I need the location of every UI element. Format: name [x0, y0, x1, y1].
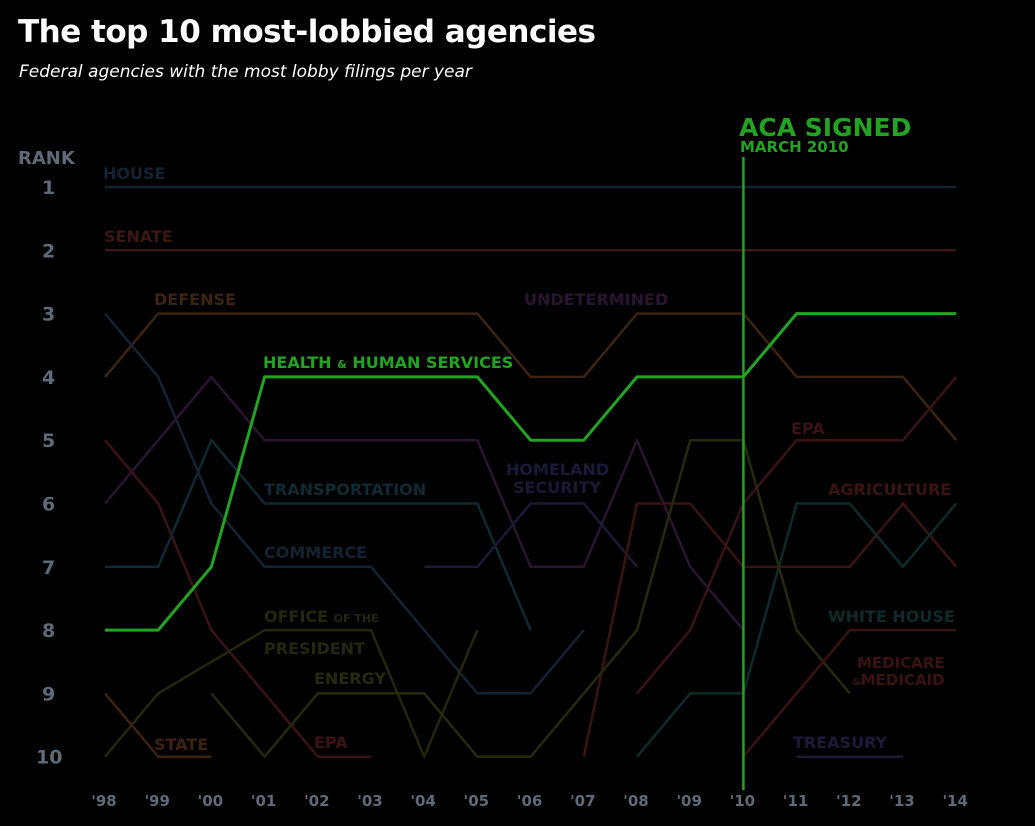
x-tick-label: '98 — [91, 792, 116, 810]
label-medicare-medicaid: MEDICAID — [861, 671, 945, 689]
label-commerce: COMMERCE — [264, 543, 367, 562]
chart-title: The top 10 most-lobbied agencies — [18, 14, 596, 50]
x-tick-label: '02 — [304, 792, 329, 810]
x-tick-label: '04 — [410, 792, 435, 810]
series-line-state — [104, 692, 212, 758]
label-office-small: OF THE — [334, 612, 379, 625]
y-tick-label: 9 — [42, 683, 55, 705]
aca-annotation-subtitle: MARCH 2010 — [740, 138, 849, 156]
y-tick-label: 10 — [36, 747, 62, 769]
y-tick-label: 3 — [42, 304, 55, 326]
label-epa-right: EPA — [791, 419, 825, 438]
y-tick-label: 4 — [42, 367, 55, 389]
aca-annotation-title: ACA SIGNED — [739, 113, 911, 142]
label-homeland-1: HOMELAND — [506, 460, 609, 479]
label-hhs-health: HEALTH — [263, 353, 332, 372]
y-tick-label: 1 — [42, 177, 55, 199]
x-tick-label: '08 — [623, 792, 648, 810]
x-tick-label: '05 — [464, 792, 489, 810]
series-line-homeland-security — [424, 502, 638, 569]
series-line-commerce — [104, 312, 585, 695]
x-tick-label: '09 — [676, 792, 701, 810]
series-line-office-of-the-president — [104, 628, 479, 758]
label-office-main: OFFICE — [264, 607, 328, 626]
y-tick-label: 5 — [42, 430, 55, 452]
label-white-house: WHITE HOUSE — [828, 607, 955, 626]
x-tick-label: '99 — [144, 792, 169, 810]
label-medicare-1: MEDICARE — [857, 654, 945, 672]
x-tick-label: '00 — [198, 792, 223, 810]
label-defense: DEFENSE — [154, 290, 236, 309]
label-epa-left: EPA — [314, 733, 348, 752]
label-medicare-2: &MEDICAID — [852, 671, 945, 689]
label-agriculture: AGRICULTURE — [828, 480, 951, 499]
label-undetermined: UNDETERMINED — [524, 290, 668, 309]
label-energy: ENERGY — [314, 669, 386, 688]
label-senate: SENATE — [104, 227, 173, 246]
x-tick-label: '14 — [942, 792, 967, 810]
series-line-medicare-medicaid — [742, 628, 957, 758]
label-hhs: HEALTH & HUMAN SERVICES — [263, 353, 513, 372]
x-tick-label: '13 — [889, 792, 914, 810]
x-tick-label: '06 — [517, 792, 542, 810]
chart-subtitle: Federal agencies with the most lobby fil… — [19, 62, 472, 82]
series-labels: HOUSE SENATE DEFENSE UNDETERMINED HEALTH… — [103, 164, 955, 754]
series-line-white-house — [636, 502, 958, 758]
x-tick-label: '12 — [836, 792, 861, 810]
label-homeland-2: SECURITY — [513, 478, 601, 497]
x-tick-label: '07 — [570, 792, 595, 810]
y-tick-label: 6 — [42, 494, 55, 516]
label-state: STATE — [154, 735, 208, 754]
label-house: HOUSE — [103, 164, 165, 183]
series-line-undetermined — [104, 375, 745, 631]
y-axis-ticks: 1 2 3 4 5 6 7 8 9 10 — [36, 177, 62, 769]
x-tick-label: '01 — [251, 792, 276, 810]
x-axis-ticks: '98 '99 '00 '01 '02 '03 '04 '05 '06 '07 '08 '09 '10 '… — [91, 792, 968, 810]
label-medicare-amp: & — [852, 677, 861, 688]
x-tick-label: '03 — [357, 792, 382, 810]
series-line-defense — [104, 312, 958, 442]
series-line-epa — [104, 439, 371, 758]
label-treasury: TREASURY — [793, 733, 888, 752]
series-line-agriculture — [582, 502, 958, 757]
label-president: PRESIDENT — [264, 639, 365, 658]
series-line-epa — [636, 376, 958, 695]
x-tick-label: '10 — [730, 792, 755, 810]
label-hhs-rest: HUMAN SERVICES — [352, 353, 513, 372]
label-hhs-amp: & — [337, 358, 347, 371]
series-line-health-human-services — [105, 312, 957, 632]
label-transportation: TRANSPORTATION — [264, 480, 426, 499]
y-axis-label: RANK — [18, 148, 76, 169]
x-tick-label: '11 — [783, 792, 808, 810]
series-line-transportation — [105, 438, 532, 631]
aca-annotation: ACA SIGNED MARCH 2010 — [739, 113, 911, 790]
y-tick-label: 2 — [42, 240, 55, 262]
y-tick-label: 8 — [42, 620, 55, 642]
label-office: OFFICE OF THE — [264, 607, 379, 626]
y-tick-label: 7 — [42, 557, 55, 579]
